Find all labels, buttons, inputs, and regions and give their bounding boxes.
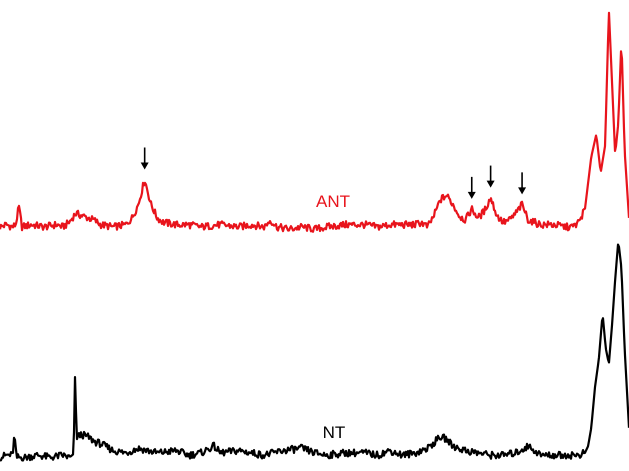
peak-arrow-head-2: [467, 191, 476, 199]
peak-arrow-head-4: [518, 187, 527, 195]
peak-arrows: [140, 147, 527, 199]
series-line-nt: [0, 243, 629, 462]
series-label-nt: NT: [323, 423, 346, 442]
peak-arrow-head-3: [486, 180, 495, 188]
series-label-ant: ANT: [316, 192, 350, 211]
series-line-ant: [0, 11, 629, 233]
peak-arrow-head-1: [140, 162, 149, 170]
